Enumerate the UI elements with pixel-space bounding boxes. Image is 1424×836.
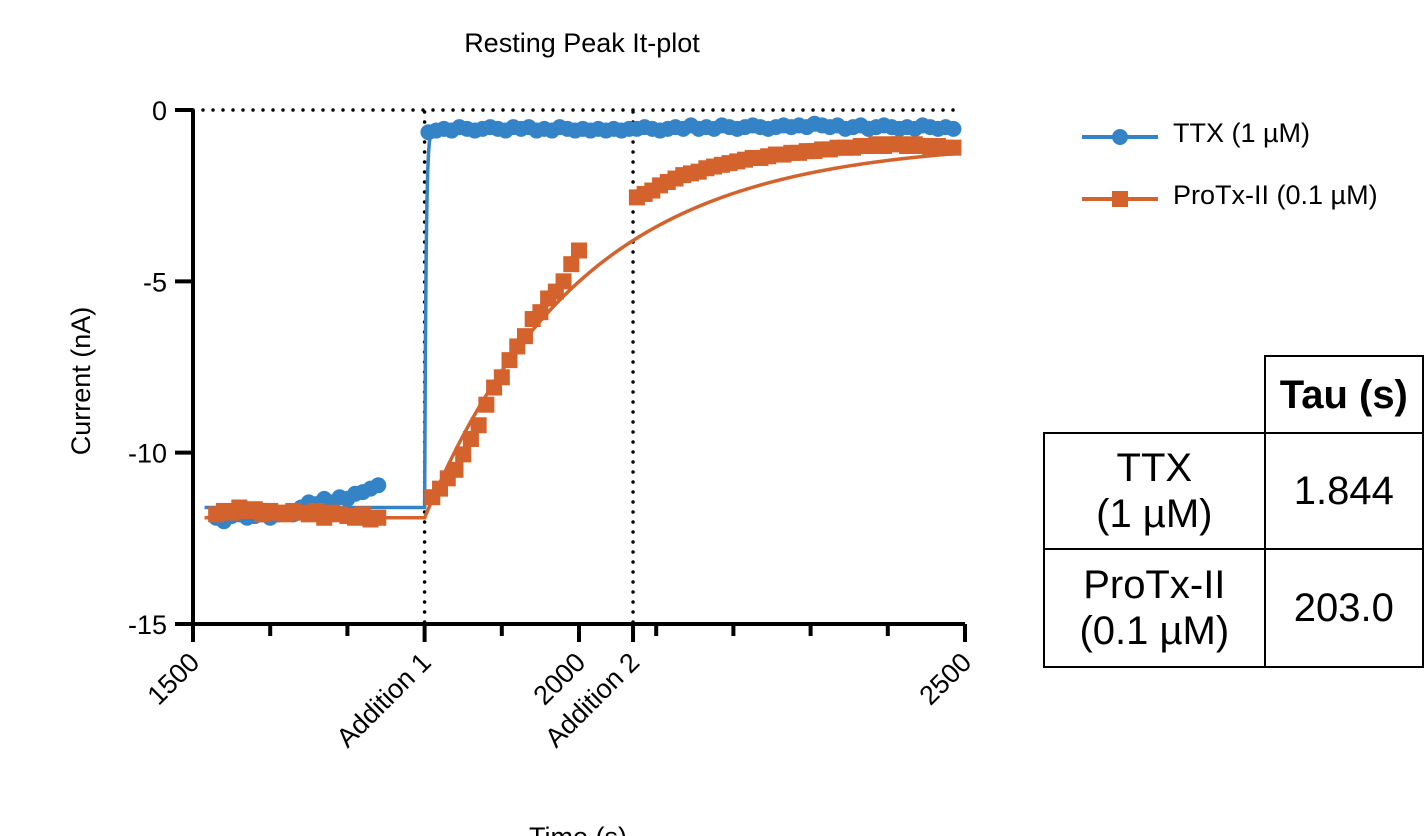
square-marker-icon	[1082, 191, 1158, 207]
protx-data-point	[532, 304, 549, 321]
protx-data-point	[501, 352, 518, 369]
protx-data-point	[370, 509, 387, 526]
tau-table-row: ProTx-II (0.1 µM) 203.0	[1043, 548, 1424, 668]
x-tick-label: Addition 1	[331, 647, 437, 753]
ttx-data-point	[945, 120, 962, 137]
tau-row-name-line2: (0.1 µM)	[1079, 609, 1230, 653]
tau-table-row-value: 203.0	[1263, 548, 1424, 668]
y-tick-label: -15	[128, 610, 167, 640]
protx-data-point	[470, 417, 487, 434]
y-tick-label: -5	[143, 267, 167, 297]
protx-data-point	[455, 446, 472, 463]
protx-data-point	[462, 430, 479, 447]
tau-table-row: TTX (1 µM) 1.844	[1043, 432, 1424, 550]
protx-data-point	[945, 139, 962, 156]
y-axis-label: Current (nA)	[66, 307, 96, 456]
protx-data-point	[555, 273, 572, 290]
x-axis-label: Time (s)	[529, 822, 627, 836]
ttx-fit-curve	[204, 127, 958, 510]
tau-table-row-value: 1.844	[1263, 432, 1424, 550]
tau-table-corner	[1044, 356, 1266, 434]
x-tick-label: 2500	[914, 647, 978, 711]
protx-data-point	[478, 396, 495, 413]
tau-table: Tau (s) TTX (1 µM) 1.844 ProTx-II (0.1 µ…	[1043, 355, 1424, 668]
circle-marker-icon	[1082, 129, 1158, 145]
tau-row-name-line1: TTX	[1116, 446, 1193, 490]
tau-row-name-line1: ProTx-II	[1083, 563, 1226, 607]
tau-table-row-name: TTX (1 µM)	[1043, 432, 1266, 550]
tau-table-header: Tau (s)	[1263, 355, 1424, 434]
y-tick-label: -10	[128, 439, 167, 469]
protx-fit-curve	[204, 151, 958, 520]
protx-data-point	[516, 328, 533, 345]
x-tick-label: 1500	[142, 647, 206, 711]
tau-table-row-name: ProTx-II (0.1 µM)	[1043, 548, 1266, 668]
legend-label-protx: ProTx-II (0.1 µM)	[1173, 180, 1378, 210]
tau-table-header-row: Tau (s)	[1044, 355, 1424, 434]
protx-data-point	[493, 369, 510, 386]
protx-data-point	[563, 256, 580, 273]
chart-title: Resting Peak It-plot	[464, 28, 700, 58]
it-plot-chart: Resting Peak It-plot Current (nA) Time (…	[66, 28, 977, 836]
y-tick-label: 0	[152, 96, 167, 126]
protx-data-point	[447, 461, 464, 478]
protx-data-point	[571, 242, 587, 259]
legend-label-ttx: TTX (1 µM)	[1173, 118, 1311, 148]
ttx-data-point	[370, 477, 387, 494]
tau-row-name-line2: (1 µM)	[1096, 492, 1213, 536]
